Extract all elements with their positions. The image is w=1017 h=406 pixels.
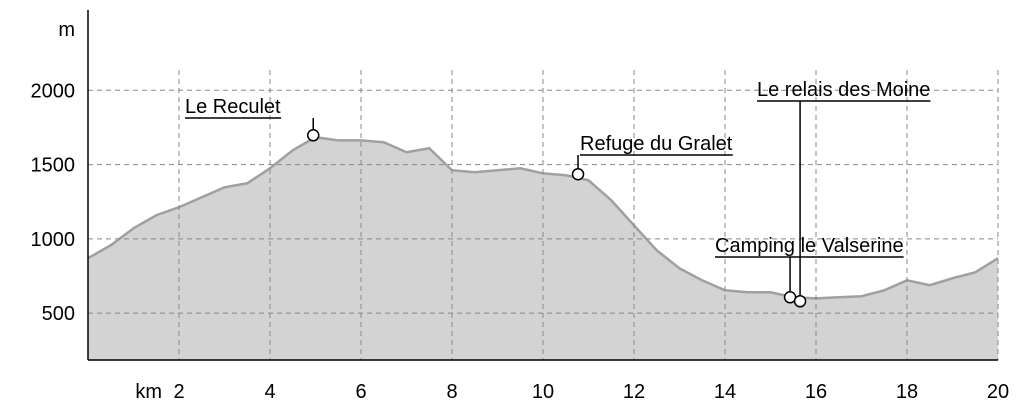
- x-tick-label: 2: [173, 381, 184, 403]
- elevation-area: [88, 137, 998, 360]
- waypoint-label: Le relais des Moine: [757, 79, 930, 101]
- x-tick-label: 20: [987, 381, 1009, 403]
- waypoint-marker: [306, 129, 320, 142]
- y-axis-label: m: [58, 19, 75, 41]
- waypoint-marker: [793, 295, 807, 308]
- waypoint-label: Refuge du Gralet: [580, 133, 733, 155]
- x-axis-label: km: [135, 381, 162, 403]
- x-tick-label: 4: [264, 381, 275, 403]
- x-tick-label: 14: [714, 381, 736, 403]
- y-tick-label: 2000: [31, 80, 76, 102]
- y-tick-label: 1000: [31, 229, 76, 251]
- x-tick-label: 16: [805, 381, 827, 403]
- y-tick-label: 500: [42, 303, 75, 325]
- x-tick-label: 10: [532, 381, 554, 403]
- y-tick-label: 1500: [31, 155, 76, 177]
- waypoint-label: Le Reculet: [185, 96, 281, 118]
- waypoint-marker: [571, 167, 585, 181]
- waypoints: Le Reculet Refuge du Gralet Camping le Val…: [185, 79, 931, 308]
- waypoint-label: Camping le Valserine: [715, 235, 904, 257]
- x-tick-label: 6: [355, 381, 366, 403]
- x-tick-label: 8: [446, 381, 457, 403]
- x-tick-label: 12: [623, 381, 645, 403]
- x-tick-label: 18: [896, 381, 918, 403]
